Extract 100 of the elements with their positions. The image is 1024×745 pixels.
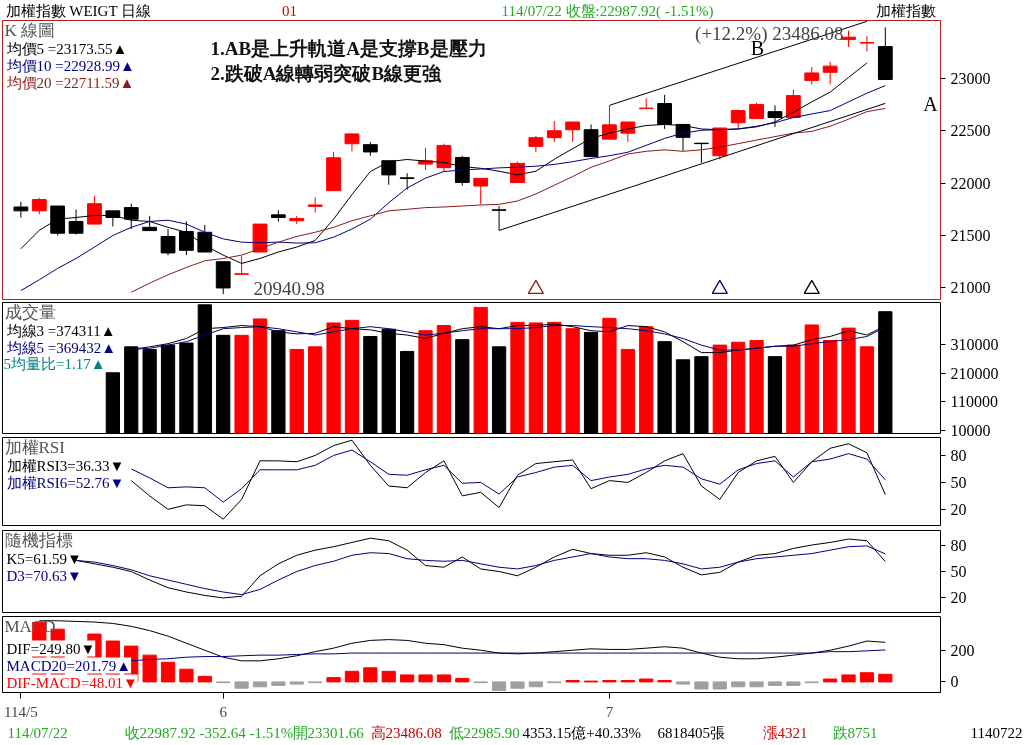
candlestick	[546, 120, 562, 143]
bar	[400, 350, 415, 434]
bar	[657, 341, 672, 434]
text: 漲4321	[762, 724, 808, 741]
bar	[326, 322, 341, 434]
bar	[823, 340, 838, 434]
candlestick	[822, 61, 838, 85]
text: 收22987.92 -352.64 -1.51%	[124, 724, 294, 741]
candlestick	[179, 220, 194, 256]
x-tick-label: 6	[219, 703, 228, 720]
annotation: 20940.98	[253, 278, 325, 299]
bar	[455, 339, 470, 434]
line-series	[130, 449, 886, 503]
text: 均價20 =22711.59▲	[5, 74, 135, 91]
bar	[197, 675, 212, 683]
bar	[491, 346, 507, 434]
bar	[455, 677, 470, 683]
candlestick	[68, 209, 84, 235]
y-tick-label: 21500	[950, 227, 991, 245]
bar	[841, 327, 856, 434]
y-tick-label: 20	[950, 588, 967, 606]
bar	[326, 677, 341, 683]
bar	[142, 654, 157, 683]
bar	[694, 356, 709, 434]
x-tick-label: 7	[605, 703, 614, 720]
bar	[418, 330, 433, 434]
series-label: DIF-MACD=48.01▼	[6, 674, 138, 691]
bar	[179, 668, 194, 683]
bar	[878, 673, 893, 683]
candlestick	[105, 210, 121, 227]
chart-title: 加權RSI	[4, 438, 66, 457]
chart-title: 隨機指標	[4, 531, 73, 550]
series-label: D3=70.63▼	[6, 567, 82, 584]
candlestick	[602, 104, 617, 140]
series-label: 均線3 =374311▲	[5, 322, 116, 339]
candlestick	[859, 35, 875, 52]
candlestick	[160, 228, 176, 256]
bar	[160, 661, 176, 683]
bar	[105, 372, 120, 434]
annotation: 1.AB是上升軌道A是支撐B是壓力	[210, 38, 487, 59]
candlestick	[381, 160, 397, 186]
candlestick	[123, 203, 139, 230]
bar	[767, 681, 783, 686]
y-tick-label: 23000	[950, 69, 991, 87]
candlestick	[234, 255, 249, 276]
bar	[289, 681, 304, 685]
bar	[767, 356, 783, 434]
bar	[786, 344, 801, 434]
bar	[675, 681, 691, 685]
text: 均價10 =22928.99▲	[5, 57, 135, 74]
bar	[510, 681, 525, 689]
bar	[528, 681, 543, 688]
bar	[308, 346, 323, 434]
text: 6818405張	[657, 724, 725, 741]
bar	[344, 670, 360, 683]
bar	[344, 319, 360, 434]
bar	[363, 667, 378, 683]
bar	[234, 681, 249, 689]
bar	[694, 681, 709, 690]
bar	[252, 681, 268, 688]
bar	[179, 342, 194, 434]
bar	[731, 681, 746, 688]
y-tick-label: 50	[950, 563, 967, 580]
text: 高23486.08	[370, 724, 442, 741]
annotation: 5均量比=1.17▲	[3, 355, 106, 372]
bar	[602, 317, 617, 434]
series-label: 加權RSI6=52.76▼	[6, 474, 125, 491]
candlestick	[436, 143, 452, 173]
bar	[528, 322, 543, 434]
line-series	[130, 649, 886, 662]
text: 114/07/22	[7, 724, 68, 741]
bar	[749, 340, 764, 434]
series-label: DIF=249.80▼	[6, 640, 96, 657]
text: 開23301.66	[292, 724, 365, 741]
y-tick-label: 21000	[950, 279, 991, 297]
candlestick	[657, 94, 673, 130]
y-tick-label: 22000	[950, 174, 991, 192]
bar	[804, 324, 819, 434]
bar	[712, 681, 727, 690]
text: 均價5 =23173.55▲	[5, 40, 128, 57]
bar	[363, 335, 378, 434]
bar	[749, 681, 764, 688]
chart-subtitle: K 線圖	[4, 21, 56, 40]
text: 加權指數	[875, 2, 936, 19]
line-series	[130, 439, 886, 520]
bar	[859, 672, 875, 683]
candlestick	[13, 201, 29, 218]
series-label: MACD20=201.79▲	[6, 657, 132, 674]
y-tick-label: 50	[950, 473, 967, 491]
text: 4353.15億+40.33%	[522, 724, 641, 741]
bar	[639, 678, 654, 683]
bar	[436, 325, 452, 434]
line-series	[130, 107, 886, 293]
x-tick-label: 114/5	[4, 703, 38, 720]
y-tick-label: 110000	[950, 393, 998, 411]
text: A	[923, 92, 939, 115]
bar	[510, 321, 525, 434]
bar	[731, 341, 746, 434]
bar	[675, 359, 691, 434]
bar	[639, 326, 654, 434]
